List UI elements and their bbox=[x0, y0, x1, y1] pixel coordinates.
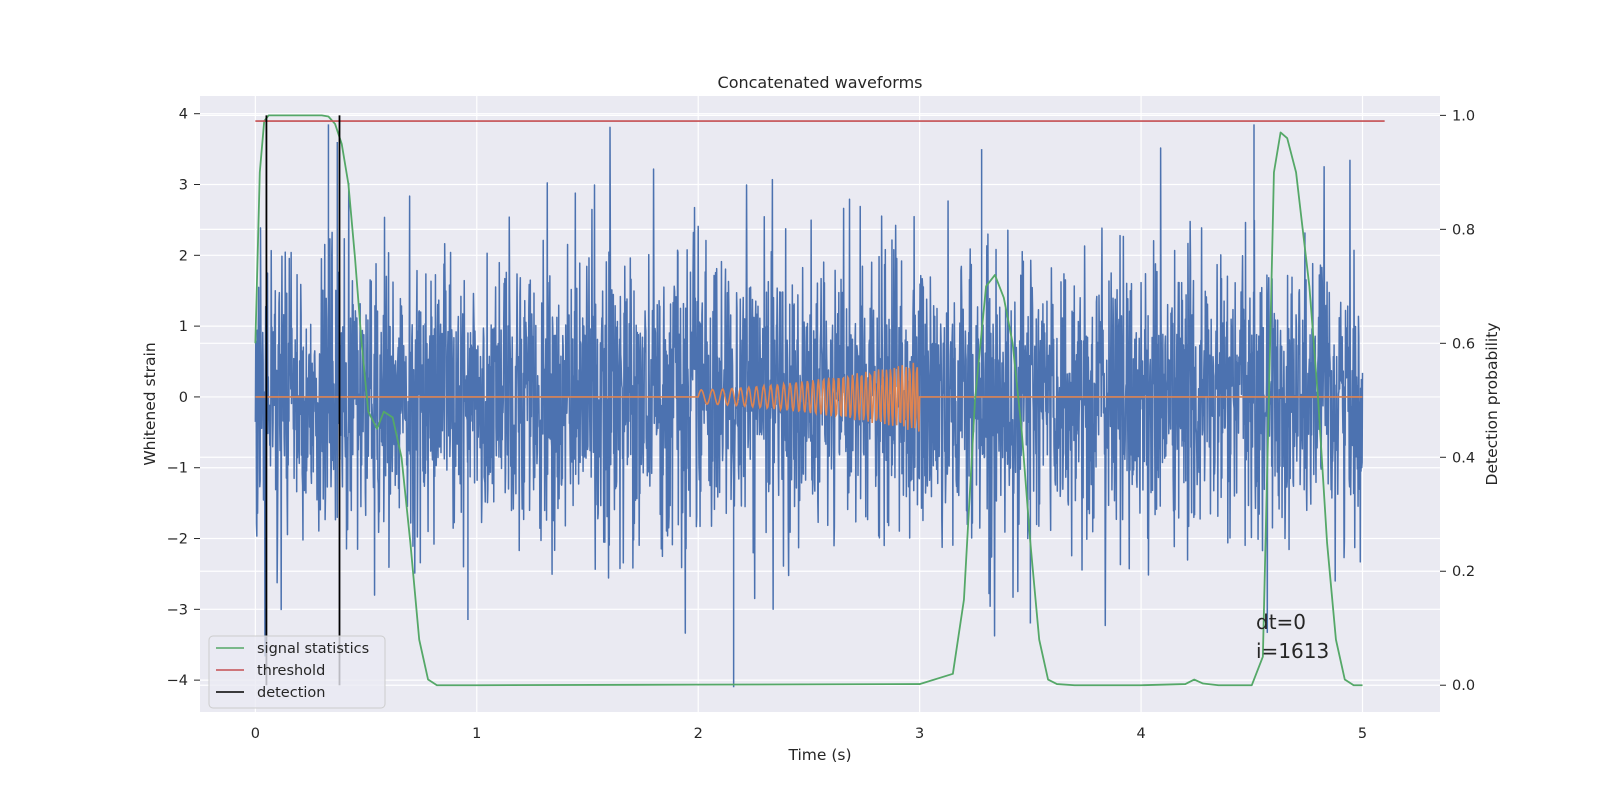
x-tick-label: 1 bbox=[472, 726, 481, 742]
y-tick-label: −2 bbox=[167, 532, 188, 548]
x-tick-label: 5 bbox=[1358, 726, 1367, 742]
right-y-tick-label: 0.6 bbox=[1452, 336, 1475, 352]
right-y-tick-label: 0.4 bbox=[1452, 450, 1475, 466]
legend-frame bbox=[208, 635, 386, 709]
y-tick-label: 3 bbox=[179, 178, 188, 194]
x-ticks: 0 1 2 3 4 5 bbox=[251, 726, 1367, 742]
y-tick-label: −1 bbox=[167, 461, 188, 477]
x-tick-label: 4 bbox=[1136, 726, 1145, 742]
chart-title: Concatenated waveforms bbox=[718, 73, 923, 92]
y-ticks: −4 −3 −2 −1 0 1 2 3 4 bbox=[167, 107, 200, 689]
annotation-dt: dt=0 bbox=[1256, 610, 1306, 634]
signal-statistics-line bbox=[254, 114, 1363, 687]
y-tick-label: 4 bbox=[179, 107, 188, 123]
right-y-tick-label: 0.8 bbox=[1452, 222, 1475, 238]
injection-series bbox=[255, 362, 1363, 432]
legend-label-signal-statistics: signal statistics bbox=[257, 641, 369, 657]
x-axis-label: Time (s) bbox=[787, 746, 851, 764]
legend-label-threshold: threshold bbox=[257, 663, 325, 679]
legend: signal statistics threshold detection bbox=[208, 635, 386, 709]
y-tick-label: 1 bbox=[179, 319, 188, 335]
noise-series bbox=[254, 124, 1364, 688]
y-tick-label: 2 bbox=[179, 248, 188, 264]
legend-label-detection: detection bbox=[257, 685, 325, 701]
right-y-tick-label: 0.0 bbox=[1452, 678, 1475, 694]
y-tick-label: −4 bbox=[167, 673, 188, 689]
injection-line bbox=[255, 362, 1363, 432]
annotation-index: i=1613 bbox=[1256, 639, 1329, 663]
x-tick-label: 0 bbox=[251, 726, 260, 742]
x-tick-label: 2 bbox=[694, 726, 703, 742]
right-y-tick-label: 0.2 bbox=[1452, 564, 1475, 580]
right-y-tick-label: 1.0 bbox=[1452, 108, 1475, 124]
y-tick-label: 0 bbox=[179, 390, 188, 406]
y-axis-label: Whitened strain bbox=[141, 342, 159, 465]
right-y-ticks: 0.0 0.2 0.4 0.6 0.8 1.0 bbox=[1440, 108, 1475, 694]
x-tick-label: 3 bbox=[915, 726, 924, 742]
detection-axis-series bbox=[254, 114, 1385, 687]
annotation-box: dt=0 i=1613 bbox=[1256, 610, 1329, 663]
right-y-axis-label: Detection probability bbox=[1483, 323, 1501, 486]
y-tick-label: −3 bbox=[167, 602, 188, 618]
noise-line bbox=[254, 124, 1364, 688]
